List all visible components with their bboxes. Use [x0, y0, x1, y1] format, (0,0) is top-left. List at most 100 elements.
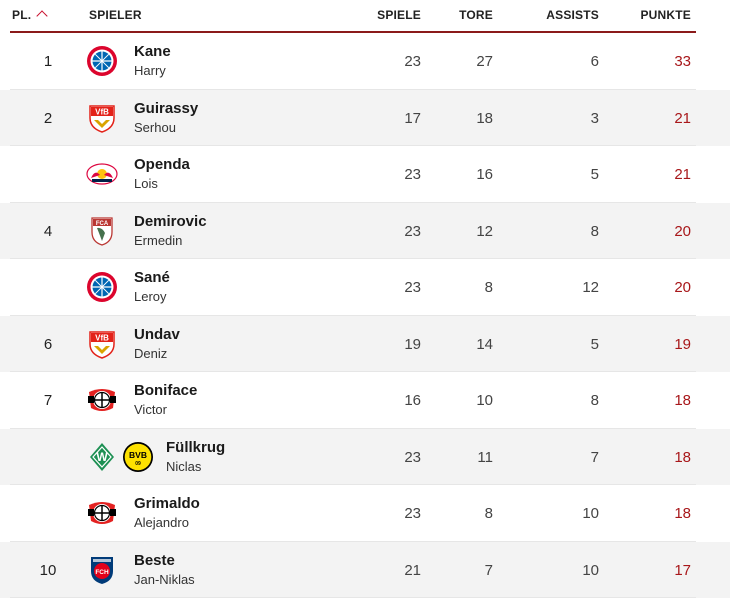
games-cell: 19: [404, 336, 421, 353]
svg-text:VfB: VfB: [95, 333, 109, 342]
games-cell: 23: [404, 223, 421, 240]
rank-cell: 4: [36, 223, 60, 240]
rank-header-label: PL.: [12, 8, 31, 22]
bayer-leverkusen-crest-icon: [86, 384, 118, 416]
points-cell: 18: [674, 449, 691, 466]
assists-cell: 5: [591, 166, 599, 183]
assists-cell: 6: [591, 53, 599, 70]
player-last-name: Guirassy: [134, 99, 198, 118]
assists-cell: 7: [591, 449, 599, 466]
assists-cell: 12: [582, 279, 599, 296]
goals-column-header[interactable]: TORE: [459, 8, 493, 22]
points-cell: 19: [674, 336, 691, 353]
vfb-stuttgart-crest-icon: VfB: [86, 102, 118, 134]
rank-cell: 10: [36, 562, 60, 579]
points-cell: 18: [674, 505, 691, 522]
goals-cell: 11: [477, 449, 493, 466]
goals-cell: 10: [476, 392, 493, 409]
goals-cell: 8: [485, 279, 493, 296]
sort-ascending-icon[interactable]: [37, 10, 48, 21]
club-crests: [86, 383, 118, 417]
player-column-header[interactable]: SPIELER: [89, 8, 142, 22]
bayer-leverkusen-crest-icon: [86, 497, 118, 529]
player-first-name: Niclas: [166, 457, 225, 476]
player-first-name: Harry: [134, 61, 171, 80]
assists-cell: 3: [591, 110, 599, 127]
club-crests: [86, 496, 118, 530]
player-last-name: Boniface: [134, 381, 197, 400]
points-cell: 33: [674, 53, 691, 70]
svg-text:W: W: [96, 450, 108, 464]
player-last-name: Sané: [134, 268, 170, 287]
goals-cell: 12: [476, 223, 493, 240]
club-crests: VfB: [86, 101, 118, 135]
points-cell: 20: [674, 279, 691, 296]
club-crests: [86, 44, 118, 78]
points-cell: 18: [674, 392, 691, 409]
goals-cell: 7: [485, 562, 493, 579]
goals-cell: 16: [476, 166, 493, 183]
player-last-name: Demirovic: [134, 212, 207, 231]
points-cell: 17: [674, 562, 691, 579]
points-cell: 21: [674, 166, 691, 183]
games-cell: 23: [404, 279, 421, 296]
player-last-name: Undav: [134, 325, 180, 344]
assists-cell: 5: [591, 336, 599, 353]
games-cell: 23: [404, 505, 421, 522]
assists-cell: 10: [582, 505, 599, 522]
assists-cell: 8: [591, 223, 599, 240]
games-cell: 17: [404, 110, 421, 127]
player-first-name: Deniz: [134, 344, 180, 363]
rank-cell: 2: [36, 110, 60, 127]
assists-cell: 8: [591, 392, 599, 409]
assists-column-header[interactable]: ASSISTS: [546, 8, 599, 22]
club-crests: [86, 270, 118, 304]
club-crests: [86, 157, 118, 191]
club-crests: FCA: [86, 214, 118, 248]
games-cell: 23: [404, 449, 421, 466]
player-first-name: Victor: [134, 400, 197, 419]
rank-column-header[interactable]: PL.: [12, 8, 46, 22]
player-last-name: Kane: [134, 42, 171, 61]
svg-text:VfB: VfB: [95, 107, 109, 116]
player-last-name: Openda: [134, 155, 190, 174]
table-header: PL. SPIELER SPIELE TORE ASSISTS PUNKTE: [0, 0, 730, 32]
player-last-name: Beste: [134, 551, 195, 570]
games-column-header[interactable]: SPIELE: [377, 8, 421, 22]
player-last-name: Füllkrug: [166, 438, 225, 457]
points-cell: 20: [674, 223, 691, 240]
player-first-name: Jan-Niklas: [134, 570, 195, 589]
fc-augsburg-crest-icon: FCA: [86, 215, 118, 247]
goals-cell: 14: [476, 336, 493, 353]
points-column-header[interactable]: PUNKTE: [640, 8, 691, 22]
player-first-name: Ermedin: [134, 231, 207, 250]
heidenheim-crest-icon: FCH: [86, 554, 118, 586]
games-cell: 23: [404, 166, 421, 183]
player-first-name: Alejandro: [134, 513, 200, 532]
werder-bremen-crest-icon: W: [86, 441, 118, 473]
club-crests: FCH: [86, 553, 118, 587]
